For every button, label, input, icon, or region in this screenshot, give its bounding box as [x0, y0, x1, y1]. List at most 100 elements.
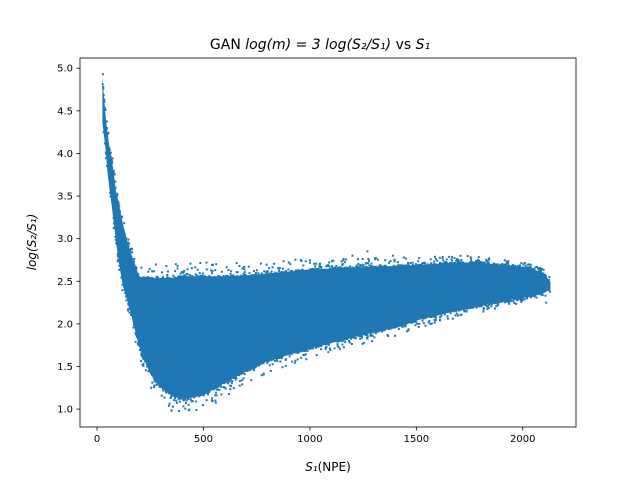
- scatter-point: [309, 347, 312, 350]
- scatter-point: [238, 265, 241, 267]
- scatter-point: [361, 342, 364, 345]
- scatter-point: [173, 399, 175, 402]
- scatter-point: [127, 302, 130, 305]
- scatter-point: [135, 335, 138, 338]
- scatter-point: [351, 254, 354, 257]
- scatter-point: [202, 277, 205, 280]
- scatter-point: [529, 266, 532, 269]
- scatter-point: [260, 272, 263, 275]
- scatter-point: [480, 305, 483, 308]
- scatter-point: [174, 394, 177, 397]
- scatter-point: [535, 296, 538, 299]
- scatter-point: [327, 342, 330, 345]
- scatter-point: [366, 267, 369, 270]
- scatter-point: [273, 262, 276, 265]
- scatter-point: [221, 382, 224, 384]
- scatter-point: [140, 266, 143, 269]
- scatter-point: [471, 305, 474, 308]
- scatter-point: [337, 340, 340, 343]
- scatter-point: [284, 270, 287, 273]
- scatter-point: [278, 357, 281, 359]
- scatter-point: [331, 265, 334, 268]
- scatter-point: [147, 364, 150, 367]
- scatter-point: [243, 274, 245, 277]
- scatter-point: [336, 344, 339, 347]
- scatter-point: [351, 332, 353, 335]
- scatter-point: [198, 272, 201, 275]
- scatter-point: [371, 265, 374, 268]
- scatter-point: [417, 263, 420, 266]
- scatter-point: [496, 299, 499, 302]
- scatter-point: [127, 309, 130, 312]
- scatter-point: [224, 276, 226, 279]
- scatter-point: [166, 274, 169, 276]
- scatter-point: [484, 304, 487, 306]
- scatter-point: [370, 333, 373, 336]
- scatter-point: [236, 271, 239, 274]
- scatter-point: [366, 328, 368, 331]
- scatter-point: [242, 272, 245, 275]
- scatter-point: [111, 161, 114, 164]
- scatter-point: [456, 258, 458, 261]
- scatter-point: [461, 307, 464, 310]
- scatter-point: [336, 343, 339, 346]
- scatter-point: [177, 275, 180, 278]
- scatter-point: [309, 343, 311, 346]
- scatter-point: [418, 322, 421, 325]
- scatter-point: [495, 263, 497, 266]
- scatter-point: [338, 337, 341, 340]
- scatter-point: [198, 275, 201, 278]
- scatter-point: [114, 235, 117, 238]
- scatter-point: [243, 270, 246, 273]
- scatter-point: [121, 215, 124, 218]
- scatter-point: [176, 267, 179, 270]
- scatter-point: [162, 382, 165, 384]
- scatter-point: [138, 276, 141, 279]
- scatter-point: [254, 275, 257, 278]
- scatter-point: [140, 353, 143, 356]
- scatter-point: [543, 273, 546, 276]
- scatter-point: [125, 295, 128, 298]
- scatter-point: [137, 342, 140, 344]
- scatter-point: [421, 319, 424, 322]
- scatter-point: [324, 343, 327, 346]
- scatter-point: [297, 272, 300, 275]
- scatter-point: [320, 344, 323, 347]
- scatter-point: [246, 370, 249, 372]
- scatter-point: [140, 281, 143, 283]
- scatter-point: [368, 264, 371, 267]
- scatter-point: [113, 173, 116, 176]
- scatter-point: [315, 262, 318, 265]
- scatter-point: [453, 310, 456, 313]
- scatter-point: [417, 326, 420, 328]
- scatter-point: [159, 384, 162, 387]
- scatter-point: [330, 260, 333, 263]
- scatter-point: [214, 394, 217, 397]
- scatter-point: [217, 275, 220, 278]
- scatter-point: [247, 275, 250, 278]
- scatter-point: [356, 334, 358, 337]
- scatter-point: [496, 265, 499, 268]
- scatter-point: [440, 314, 443, 317]
- scatter-point: [355, 266, 358, 268]
- scatter-point: [106, 127, 109, 130]
- scatter-point: [407, 321, 410, 324]
- scatter-point: [305, 346, 308, 349]
- scatter-point: [324, 348, 327, 351]
- scatter-point: [277, 267, 280, 270]
- scatter-point: [530, 293, 533, 295]
- y-axis-label: log(S₂/S₁): [25, 214, 39, 271]
- scatter-point: [123, 222, 126, 225]
- scatter-point: [466, 255, 469, 257]
- scatter-point: [411, 261, 414, 264]
- scatter-point: [110, 158, 113, 161]
- scatter-point: [190, 267, 193, 270]
- scatter-point: [548, 276, 551, 278]
- scatter-point: [505, 262, 508, 265]
- scatter-point: [505, 260, 508, 263]
- scatter-point: [144, 360, 147, 363]
- scatter-point: [389, 267, 392, 270]
- scatter-point: [105, 120, 108, 123]
